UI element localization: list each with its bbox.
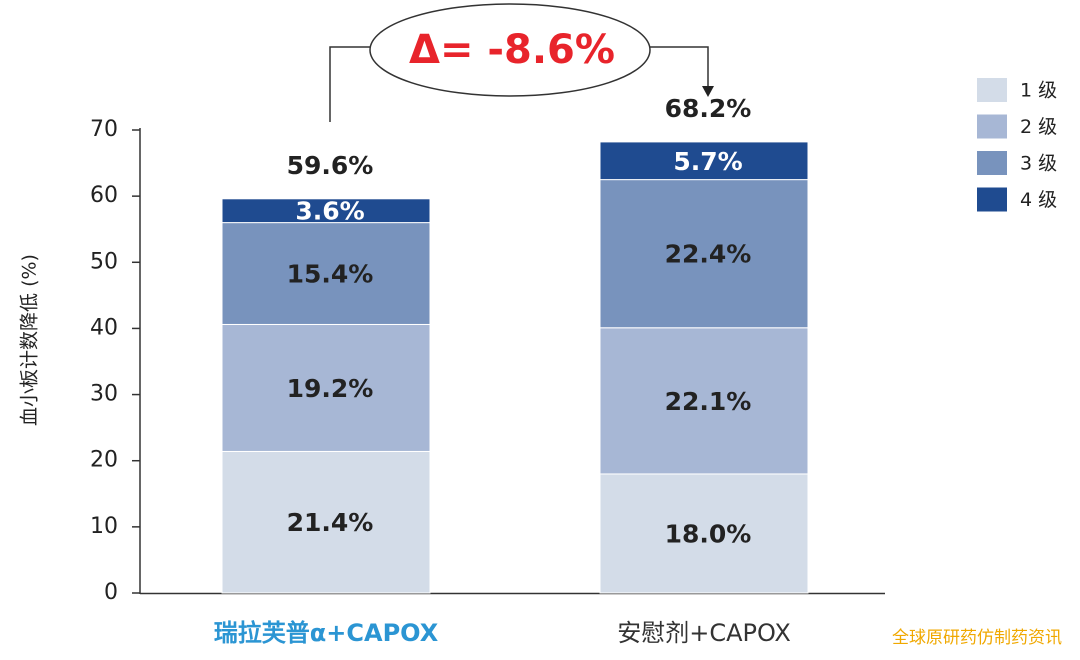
arrow-head xyxy=(702,86,714,97)
legend-swatch xyxy=(977,78,1007,102)
total-label: 59.6% xyxy=(287,151,374,180)
bar-segment xyxy=(221,198,431,224)
bar-segment xyxy=(221,450,431,594)
legend-label: 2 级 xyxy=(1020,116,1057,138)
y-tick-label: 50 xyxy=(90,249,118,274)
y-tick-label: 20 xyxy=(90,448,118,473)
legend-swatch xyxy=(977,151,1007,175)
x-tick-label: 瑞拉芙普α+CAPOX xyxy=(214,619,439,647)
y-tick-label: 40 xyxy=(90,315,118,340)
legend-swatch xyxy=(977,187,1007,212)
value-label: 19.2% xyxy=(287,374,374,403)
total-label: 68.2% xyxy=(665,94,752,123)
y-tick-label: 60 xyxy=(90,183,118,208)
value-label: 3.6% xyxy=(295,197,364,226)
value-label: 22.1% xyxy=(665,387,752,416)
watermark: 全球原研药仿制药资讯 xyxy=(892,628,1062,648)
bar-segment xyxy=(599,179,809,329)
delta-annotation: Δ= -8.6% xyxy=(409,27,615,73)
y-tick-label: 70 xyxy=(90,117,118,142)
bar-segment xyxy=(599,141,809,181)
value-label: 18.0% xyxy=(665,519,752,548)
connector xyxy=(650,46,709,88)
bar-segment xyxy=(599,473,809,594)
value-label: 21.4% xyxy=(287,508,374,537)
value-label: 5.7% xyxy=(673,147,742,176)
y-tick-label: 0 xyxy=(104,580,118,605)
connector xyxy=(329,46,370,122)
value-label: 22.4% xyxy=(665,240,752,269)
bar-segment xyxy=(221,222,431,325)
bar-segment xyxy=(599,327,809,475)
legend-label: 1 级 xyxy=(1020,80,1057,102)
x-tick-label: 安慰剂+CAPOX xyxy=(617,619,791,647)
y-tick-label: 30 xyxy=(90,382,118,407)
bar-segment xyxy=(221,323,431,452)
legend-label: 3 级 xyxy=(1020,153,1057,175)
y-axis-label: 血小板计数降低 (%) xyxy=(19,254,41,426)
legend-label: 4 级 xyxy=(1020,189,1057,211)
y-tick-label: 10 xyxy=(90,514,118,539)
annotation-ellipse xyxy=(369,3,651,97)
legend-swatch xyxy=(977,114,1007,139)
value-label: 15.4% xyxy=(287,260,374,289)
